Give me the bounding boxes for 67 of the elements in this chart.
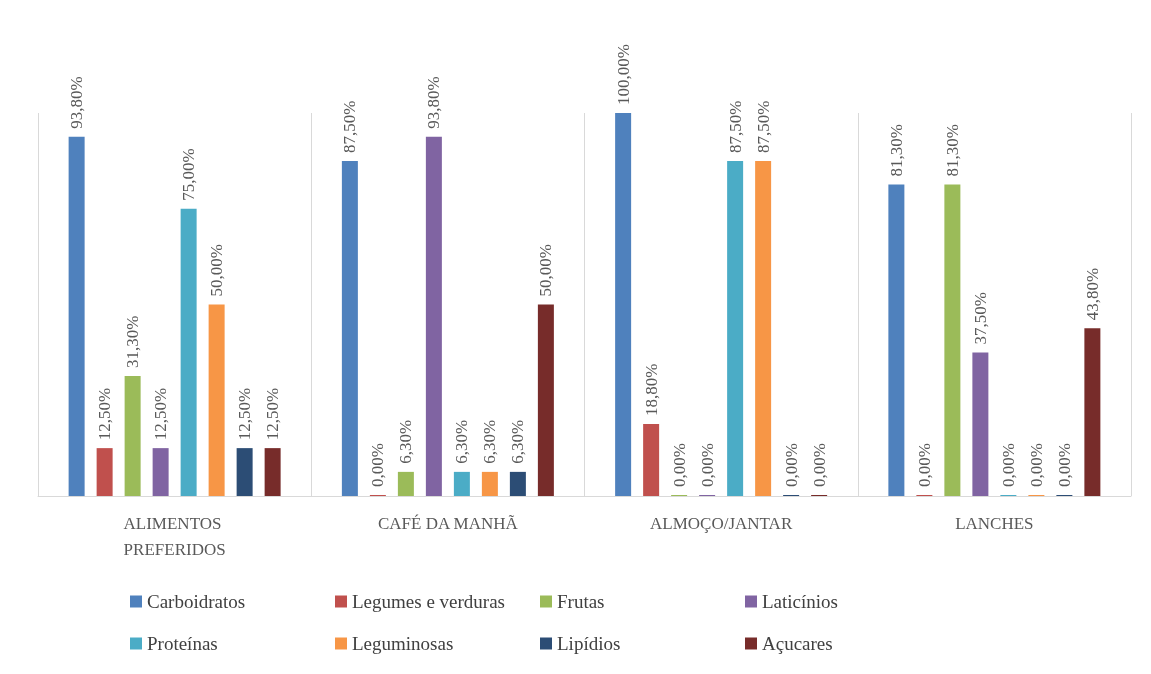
x-tick-label: ALIMENTOS PREFERIDOS [123,513,226,559]
data-label: 87,50% [725,100,745,153]
bar [236,448,253,496]
data-label: 12,50% [235,387,255,441]
data-label: 93,80% [424,76,444,129]
legend-label: Leguminosas [352,633,454,654]
data-label: 100,00% [613,44,633,105]
bar [481,471,498,496]
bar [1084,328,1101,496]
legend-label: Laticínios [762,591,838,612]
bar [643,424,660,496]
data-label: 0,00% [781,443,801,487]
bar [944,184,961,496]
bar [124,376,141,496]
data-label: 18,80% [641,363,661,416]
legend-label: Açucares [762,633,833,654]
data-label: 0,00% [809,443,829,487]
bar [397,471,414,496]
data-label: 6,30% [452,419,472,464]
bar [972,352,989,496]
bar [537,304,554,496]
bar [68,136,85,496]
data-label: 0,00% [669,443,689,487]
bar [341,160,358,496]
bar [888,184,905,496]
data-label: 93,80% [67,76,87,129]
legend-label: Proteínas [147,633,218,654]
bar [509,471,526,496]
data-label: 0,00% [697,443,717,487]
legend-label: Frutas [557,591,605,612]
data-label: 81,30% [886,124,906,177]
bar [425,136,442,496]
x-tick-label: CAFÉ DA MANHÃ [377,513,519,533]
data-label: 37,50% [970,291,990,345]
data-label: 12,50% [151,387,171,441]
data-label: 12,50% [263,387,283,441]
bar [208,304,225,496]
data-label: 87,50% [340,100,360,153]
legend-label: Lipídios [557,633,621,654]
bar [180,208,197,496]
data-label: 81,30% [942,124,962,177]
bar [727,160,744,496]
data-label: 12,50% [95,387,115,441]
data-label: 50,00% [207,244,227,297]
data-label: 0,00% [998,443,1018,487]
data-label: 50,00% [536,244,556,297]
data-label: 75,00% [179,148,199,201]
x-tick-label: ALMOÇO/JANTAR [650,513,793,533]
data-label: 31,30% [123,315,143,369]
data-label: 6,30% [508,419,528,464]
bar [152,448,169,496]
data-label: 0,00% [368,443,388,487]
bar [453,471,470,496]
data-label: 43,80% [1082,267,1102,321]
data-label: 6,30% [396,419,416,464]
bar [264,448,281,496]
legend-label: Carboidratos [147,591,246,612]
x-tick-label: LANCHES [955,513,1034,533]
data-label: 0,00% [1054,443,1074,487]
bar [96,448,113,496]
bar [615,113,632,496]
data-label: 6,30% [480,419,500,464]
legend-label: Legumes e verduras [352,591,505,612]
bar [755,160,772,496]
data-label: 0,00% [1026,443,1046,487]
data-label: 87,50% [753,100,773,153]
data-label: 0,00% [914,443,934,487]
